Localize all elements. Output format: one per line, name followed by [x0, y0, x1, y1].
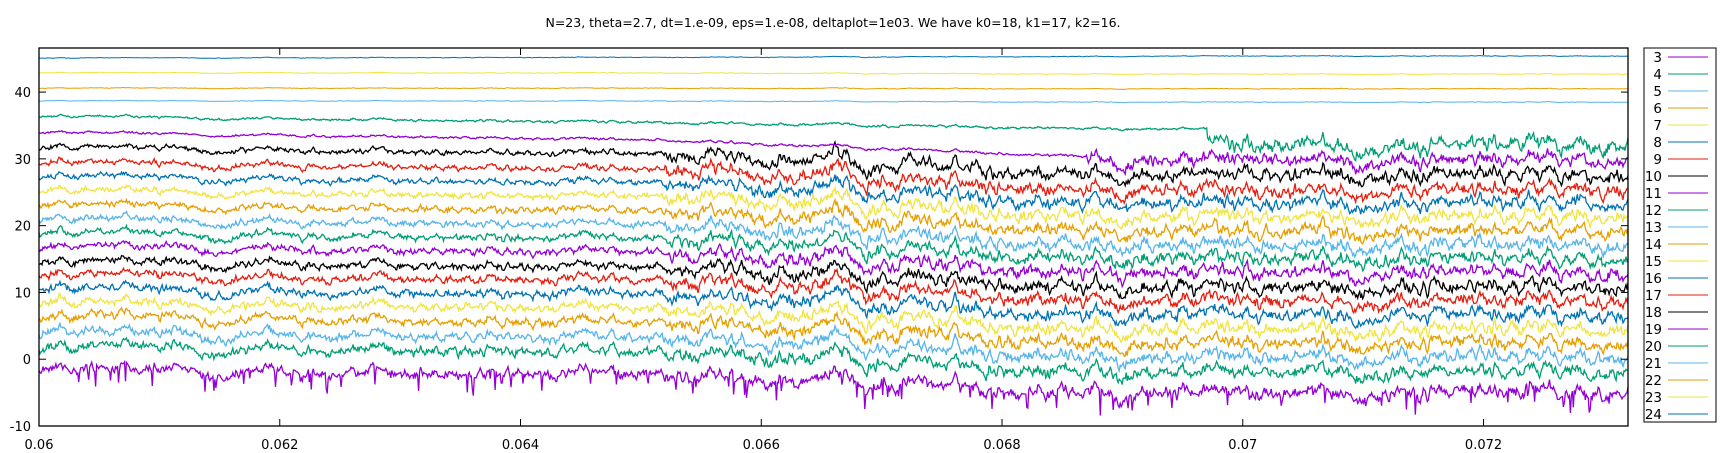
- series-group: [39, 54, 1628, 416]
- legend-label: 10: [1645, 169, 1662, 185]
- series-line-6: [39, 306, 1628, 357]
- series-line-22: [39, 86, 1628, 90]
- series-line-14: [39, 197, 1628, 246]
- series-line-12: [39, 223, 1628, 273]
- legend-label: 21: [1645, 356, 1662, 372]
- x-tick-label: 0.066: [743, 438, 780, 453]
- series-line-13: [39, 210, 1628, 259]
- series-line-23: [39, 71, 1628, 76]
- legend-label: 9: [1653, 152, 1662, 168]
- series-line-11: [39, 239, 1628, 289]
- series-line-5: [39, 321, 1628, 374]
- legend-label: 6: [1653, 101, 1662, 117]
- series-line-19: [39, 129, 1628, 177]
- legend-label: 17: [1645, 288, 1662, 304]
- legend-label: 15: [1645, 254, 1662, 270]
- series-line-16: [39, 170, 1628, 215]
- legend-label: 22: [1645, 373, 1662, 389]
- legend-label: 23: [1645, 390, 1662, 406]
- x-tick-label: 0.07: [1228, 438, 1257, 453]
- x-tick-label: 0.06: [25, 438, 54, 453]
- axes: 0.06 0.062 0.064 0.066 0.068 0.07 0.072 -10 0 10 2…: [10, 48, 1628, 453]
- series-line-15: [39, 183, 1628, 230]
- y-tick-label: 0: [23, 353, 31, 368]
- series-line-4: [39, 336, 1628, 385]
- y-tick-label: 30: [14, 153, 31, 168]
- legend-label: 8: [1653, 135, 1662, 151]
- plot-frame: [38, 47, 1629, 427]
- legend-label: 12: [1645, 203, 1662, 219]
- series-line-3: [39, 359, 1628, 416]
- legend-label: 7: [1653, 118, 1662, 134]
- legend-label: 18: [1645, 305, 1662, 321]
- legend-label: 4: [1653, 67, 1662, 83]
- legend-label: 14: [1645, 237, 1662, 253]
- legend-label: 16: [1645, 271, 1662, 287]
- chart-title: N=23, theta=2.7, dt=1.e-09, eps=1.e-08, …: [545, 15, 1120, 30]
- series-line-24: [39, 54, 1628, 59]
- series-line-17: [39, 156, 1628, 205]
- legend-label: 13: [1645, 220, 1662, 236]
- legend-label: 5: [1653, 84, 1662, 100]
- x-tick-label: 0.062: [261, 438, 298, 453]
- y-tick-label: 20: [14, 220, 31, 235]
- series-line-8: [39, 279, 1628, 330]
- legend-box: [1643, 47, 1717, 423]
- series-line-7: [39, 292, 1628, 344]
- series-line-10: [39, 254, 1628, 301]
- y-tick-label: 40: [14, 86, 31, 101]
- legend-label: 19: [1645, 322, 1662, 338]
- series-line-20: [39, 113, 1628, 162]
- x-tick-label: 0.068: [983, 438, 1020, 453]
- x-tick-label: 0.072: [1465, 438, 1502, 453]
- legend-label: 11: [1645, 186, 1662, 202]
- y-tick-label: 10: [14, 286, 31, 301]
- series-line-18: [39, 139, 1628, 188]
- legend-label: 20: [1645, 339, 1662, 355]
- x-tick-label: 0.064: [502, 438, 539, 453]
- legend-label: 3: [1653, 50, 1662, 66]
- series-line-9: [39, 266, 1628, 315]
- series-line-21: [39, 99, 1628, 104]
- y-tick-label: -10: [10, 420, 31, 435]
- legend-label: 24: [1645, 407, 1662, 423]
